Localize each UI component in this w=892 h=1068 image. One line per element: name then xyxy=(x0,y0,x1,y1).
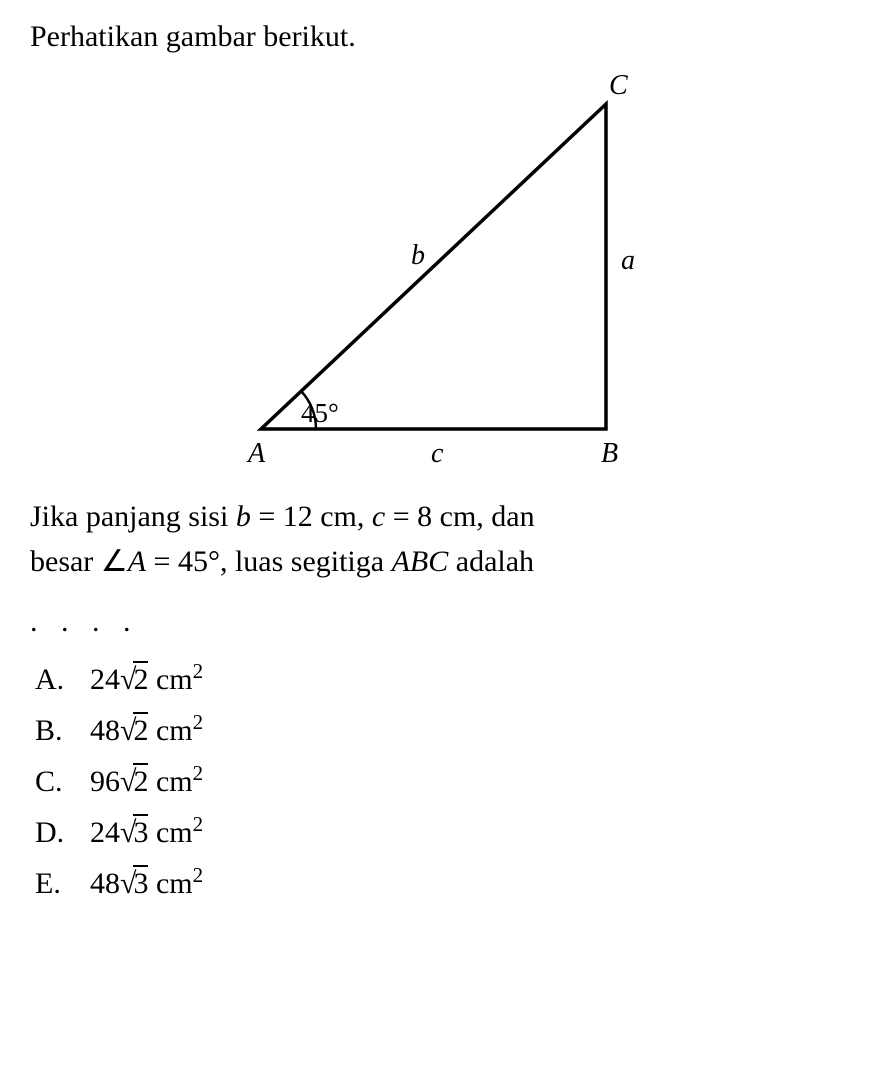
option-c-value: 96√2 cm2 xyxy=(90,756,203,807)
instruction-text: Perhatikan gambar berikut. xyxy=(30,20,862,54)
option-c-coef: 96 xyxy=(90,765,120,798)
option-d-unit: cm xyxy=(148,816,192,849)
option-d: D. 24√3 cm2 xyxy=(35,807,862,858)
option-d-rad: 3 xyxy=(133,814,148,849)
vertex-b-label: B xyxy=(601,438,618,464)
option-c-unit: cm xyxy=(148,765,192,798)
option-d-exp: 2 xyxy=(193,812,204,836)
q-line1-pre: Jika panjang sisi xyxy=(30,500,236,533)
question-text: Jika panjang sisi b = 12 cm, c = 8 cm, d… xyxy=(30,494,862,584)
option-d-value: 24√3 cm2 xyxy=(90,807,203,858)
option-a-exp: 2 xyxy=(193,659,204,683)
option-a-label: A. xyxy=(35,654,90,705)
triangle-figure: A B C a b c 45° xyxy=(216,74,676,464)
option-e-label: E. xyxy=(35,858,90,909)
option-e-rad: 3 xyxy=(133,865,148,900)
figure-container: A B C a b c 45° xyxy=(30,74,862,464)
side-b-label: b xyxy=(411,240,425,271)
option-e-exp: 2 xyxy=(193,863,204,887)
option-b-coef: 48 xyxy=(90,714,120,747)
option-a: A. 24√2 cm2 xyxy=(35,654,862,705)
option-e-coef: 48 xyxy=(90,867,120,900)
option-b-rad: 2 xyxy=(133,712,148,747)
option-a-rad: 2 xyxy=(133,661,148,696)
angle-label: 45° xyxy=(301,398,339,428)
option-d-coef: 24 xyxy=(90,816,120,849)
q-angle-var: A xyxy=(128,545,146,578)
q-angle-val: = 45°, luas segitiga xyxy=(146,545,392,578)
vertex-a-label: A xyxy=(246,438,266,464)
option-c-rad: 2 xyxy=(133,763,148,798)
q-tri-name: ABC xyxy=(392,545,449,578)
q-c-val: = 8 cm, dan xyxy=(385,500,534,533)
q-line2-pre: besar xyxy=(30,545,101,578)
option-b-value: 48√2 cm2 xyxy=(90,705,203,756)
options-list: A. 24√2 cm2 B. 48√2 cm2 C. 96√2 cm2 D. 2… xyxy=(30,654,862,909)
option-c-label: C. xyxy=(35,756,90,807)
q-line2-post: adalah xyxy=(448,545,534,578)
option-b-label: B. xyxy=(35,705,90,756)
vertex-c-label: C xyxy=(609,74,628,101)
option-c: C. 96√2 cm2 xyxy=(35,756,862,807)
option-b: B. 48√2 cm2 xyxy=(35,705,862,756)
q-b-val: = 12 cm, xyxy=(251,500,372,533)
q-angle-sym: ∠ xyxy=(101,545,128,578)
option-e-unit: cm xyxy=(148,867,192,900)
option-e-value: 48√3 cm2 xyxy=(90,858,203,909)
option-d-label: D. xyxy=(35,807,90,858)
option-a-unit: cm xyxy=(148,663,192,696)
triangle-shape xyxy=(261,104,606,429)
q-c-var: c xyxy=(372,500,385,533)
q-dots: . . . . xyxy=(30,599,862,644)
q-b-var: b xyxy=(236,500,251,533)
option-b-exp: 2 xyxy=(193,710,204,734)
option-c-exp: 2 xyxy=(193,761,204,785)
option-b-unit: cm xyxy=(148,714,192,747)
side-c-label: c xyxy=(431,438,444,464)
option-e: E. 48√3 cm2 xyxy=(35,858,862,909)
option-a-coef: 24 xyxy=(90,663,120,696)
option-a-value: 24√2 cm2 xyxy=(90,654,203,705)
side-a-label: a xyxy=(621,245,635,276)
